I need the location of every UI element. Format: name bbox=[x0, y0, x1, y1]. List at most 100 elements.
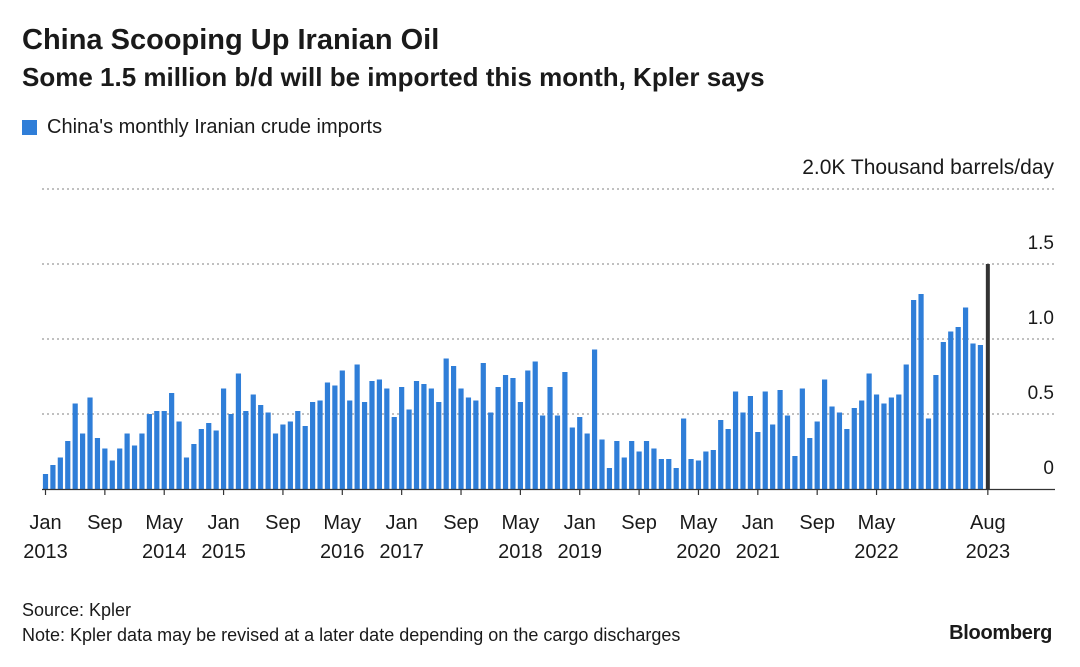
bar bbox=[250, 394, 256, 489]
bar bbox=[881, 403, 887, 489]
bar bbox=[57, 457, 63, 489]
bar bbox=[465, 397, 472, 489]
bar bbox=[762, 391, 768, 489]
bar bbox=[146, 414, 152, 489]
bar bbox=[955, 327, 961, 489]
brand-logo: Bloomberg bbox=[949, 622, 1052, 644]
bar-chart: 0 0.5 1.0 1.5 2.0K Thousand barrels/day Jan 20… bbox=[23, 156, 1055, 563]
bar bbox=[502, 375, 509, 489]
x-tick-label: Jan bbox=[742, 512, 774, 534]
bar bbox=[183, 457, 190, 489]
bar bbox=[117, 448, 123, 489]
bar bbox=[42, 474, 49, 489]
bar bbox=[911, 300, 917, 489]
bar bbox=[384, 388, 390, 489]
bar bbox=[554, 415, 561, 489]
bar bbox=[399, 387, 405, 489]
x-tick-label: May bbox=[501, 512, 539, 534]
x-tick-label: Aug bbox=[970, 512, 1006, 534]
footnote: Note: Kpler data may be revised at a lat… bbox=[22, 625, 681, 645]
chart-subtitle: Some 1.5 million b/d will be imported th… bbox=[22, 62, 765, 92]
bar bbox=[577, 417, 583, 489]
bar bbox=[873, 394, 880, 489]
bar bbox=[347, 400, 353, 489]
bar bbox=[272, 433, 279, 489]
bar bbox=[361, 402, 368, 489]
y-tick-label: 2.0K Thousand barrels/day bbox=[802, 156, 1054, 179]
legend: China's monthly Iranian crude imports bbox=[22, 116, 382, 139]
x-tick-year-label: 2013 bbox=[23, 541, 68, 563]
bar bbox=[87, 397, 93, 489]
x-tick-label: Jan bbox=[207, 512, 239, 534]
bar bbox=[540, 415, 546, 489]
x-tick-year-label: 2019 bbox=[557, 541, 602, 563]
bar bbox=[480, 363, 486, 489]
bar bbox=[859, 400, 865, 489]
x-tick-label: Sep bbox=[87, 512, 123, 534]
bar bbox=[154, 411, 160, 489]
bar bbox=[161, 411, 167, 489]
bar bbox=[265, 412, 271, 489]
bar bbox=[451, 366, 457, 489]
bar bbox=[65, 441, 71, 489]
bar bbox=[317, 400, 323, 489]
x-tick-year-label: 2016 bbox=[320, 541, 365, 563]
bar bbox=[421, 384, 427, 489]
x-tick-year-label: 2017 bbox=[379, 541, 424, 563]
bar bbox=[109, 460, 115, 489]
bar bbox=[80, 433, 86, 489]
bar bbox=[784, 415, 791, 489]
bar bbox=[287, 421, 293, 489]
bar bbox=[621, 457, 627, 489]
chart-title: China Scooping Up Iranian Oil bbox=[22, 24, 440, 56]
bar bbox=[443, 358, 449, 489]
bar bbox=[666, 459, 672, 489]
bar bbox=[517, 402, 523, 489]
bar bbox=[681, 418, 687, 489]
bar bbox=[584, 433, 590, 489]
x-tick-label: May bbox=[858, 512, 896, 534]
bar bbox=[131, 445, 138, 489]
bar bbox=[510, 378, 516, 489]
bar bbox=[191, 444, 197, 489]
bar bbox=[532, 361, 538, 489]
bar bbox=[50, 465, 56, 489]
x-tick-label: Sep bbox=[799, 512, 835, 534]
bar bbox=[940, 342, 946, 489]
bar bbox=[206, 423, 212, 489]
bar bbox=[339, 370, 345, 489]
bar bbox=[547, 387, 553, 489]
x-tick-year-label: 2021 bbox=[736, 541, 781, 563]
bar bbox=[488, 412, 494, 489]
bar bbox=[725, 429, 731, 489]
bar bbox=[562, 372, 568, 489]
bar bbox=[636, 451, 642, 489]
x-tick-label: May bbox=[680, 512, 718, 534]
y-tick-label: 1.5 bbox=[1028, 233, 1054, 254]
bars-layer bbox=[42, 264, 990, 489]
x-tick-year-label: 2014 bbox=[142, 541, 187, 563]
bar bbox=[614, 441, 620, 489]
bar bbox=[688, 459, 694, 489]
bar bbox=[970, 343, 976, 489]
x-tick-label: Jan bbox=[564, 512, 596, 534]
bar bbox=[310, 402, 316, 489]
bar bbox=[710, 450, 716, 489]
bar bbox=[933, 375, 939, 489]
bar bbox=[822, 379, 828, 489]
bar bbox=[139, 433, 145, 489]
x-tick-label: Sep bbox=[443, 512, 479, 534]
bar bbox=[376, 379, 382, 489]
legend-label: China's monthly Iranian crude imports bbox=[47, 116, 383, 138]
bar bbox=[888, 397, 894, 489]
bar bbox=[569, 427, 575, 489]
bar bbox=[495, 387, 501, 489]
x-tick-label: Sep bbox=[621, 512, 657, 534]
bar bbox=[962, 307, 969, 489]
bar bbox=[295, 411, 301, 489]
bar bbox=[413, 381, 420, 489]
bar bbox=[948, 331, 954, 489]
legend-swatch-icon bbox=[22, 120, 37, 135]
axis-layer: 0 0.5 1.0 1.5 2.0K Thousand barrels/day Jan 20… bbox=[23, 156, 1055, 563]
bar bbox=[844, 429, 850, 489]
